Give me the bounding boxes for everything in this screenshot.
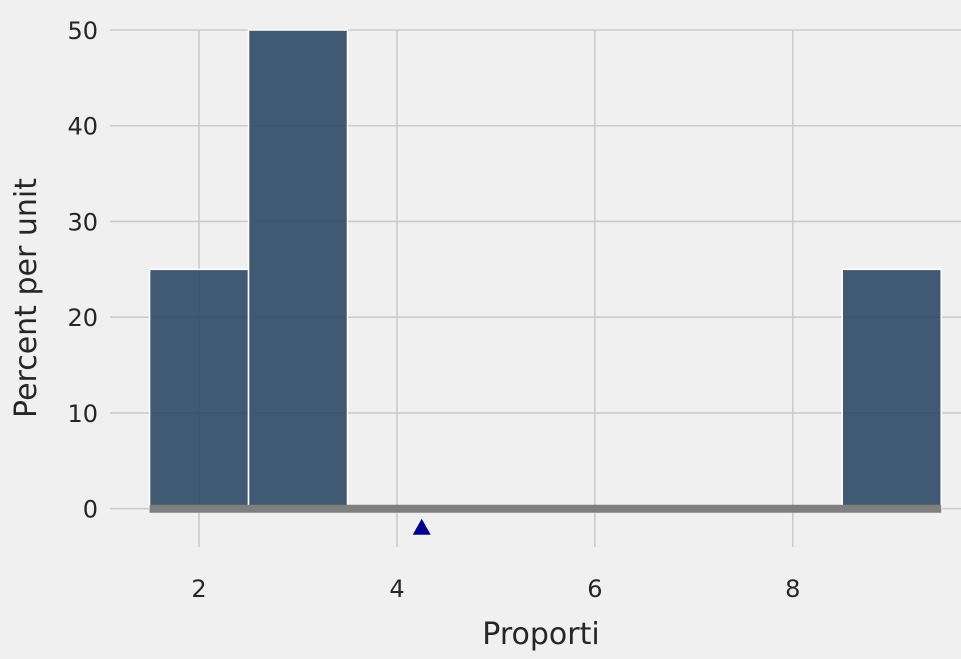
y-tick-label: 10 <box>67 400 98 428</box>
x-tick-label: 4 <box>389 575 404 603</box>
x-tick-label: 6 <box>587 575 602 603</box>
x-tick-label: 2 <box>191 575 206 603</box>
y-tick-label: 30 <box>67 208 98 236</box>
x-tick-label: 8 <box>785 575 800 603</box>
y-tick-label: 20 <box>67 304 98 332</box>
histogram-bar <box>247 29 349 510</box>
y-axis-label: Percent per unit <box>9 178 44 418</box>
y-tick-labels: 0 10 20 30 40 50 <box>67 17 98 524</box>
histogram-bar <box>148 268 250 510</box>
x-tick-labels: 2 4 6 8 <box>191 575 800 603</box>
y-tick-label: 40 <box>67 113 98 141</box>
histogram-bars <box>148 29 942 510</box>
marker-group <box>412 518 431 535</box>
triangle-marker <box>412 518 431 535</box>
y-tick-label: 0 <box>83 496 98 524</box>
histogram-bar <box>841 268 942 510</box>
x-axis-label: Proporti <box>482 617 599 652</box>
y-tick-label: 50 <box>67 17 98 45</box>
